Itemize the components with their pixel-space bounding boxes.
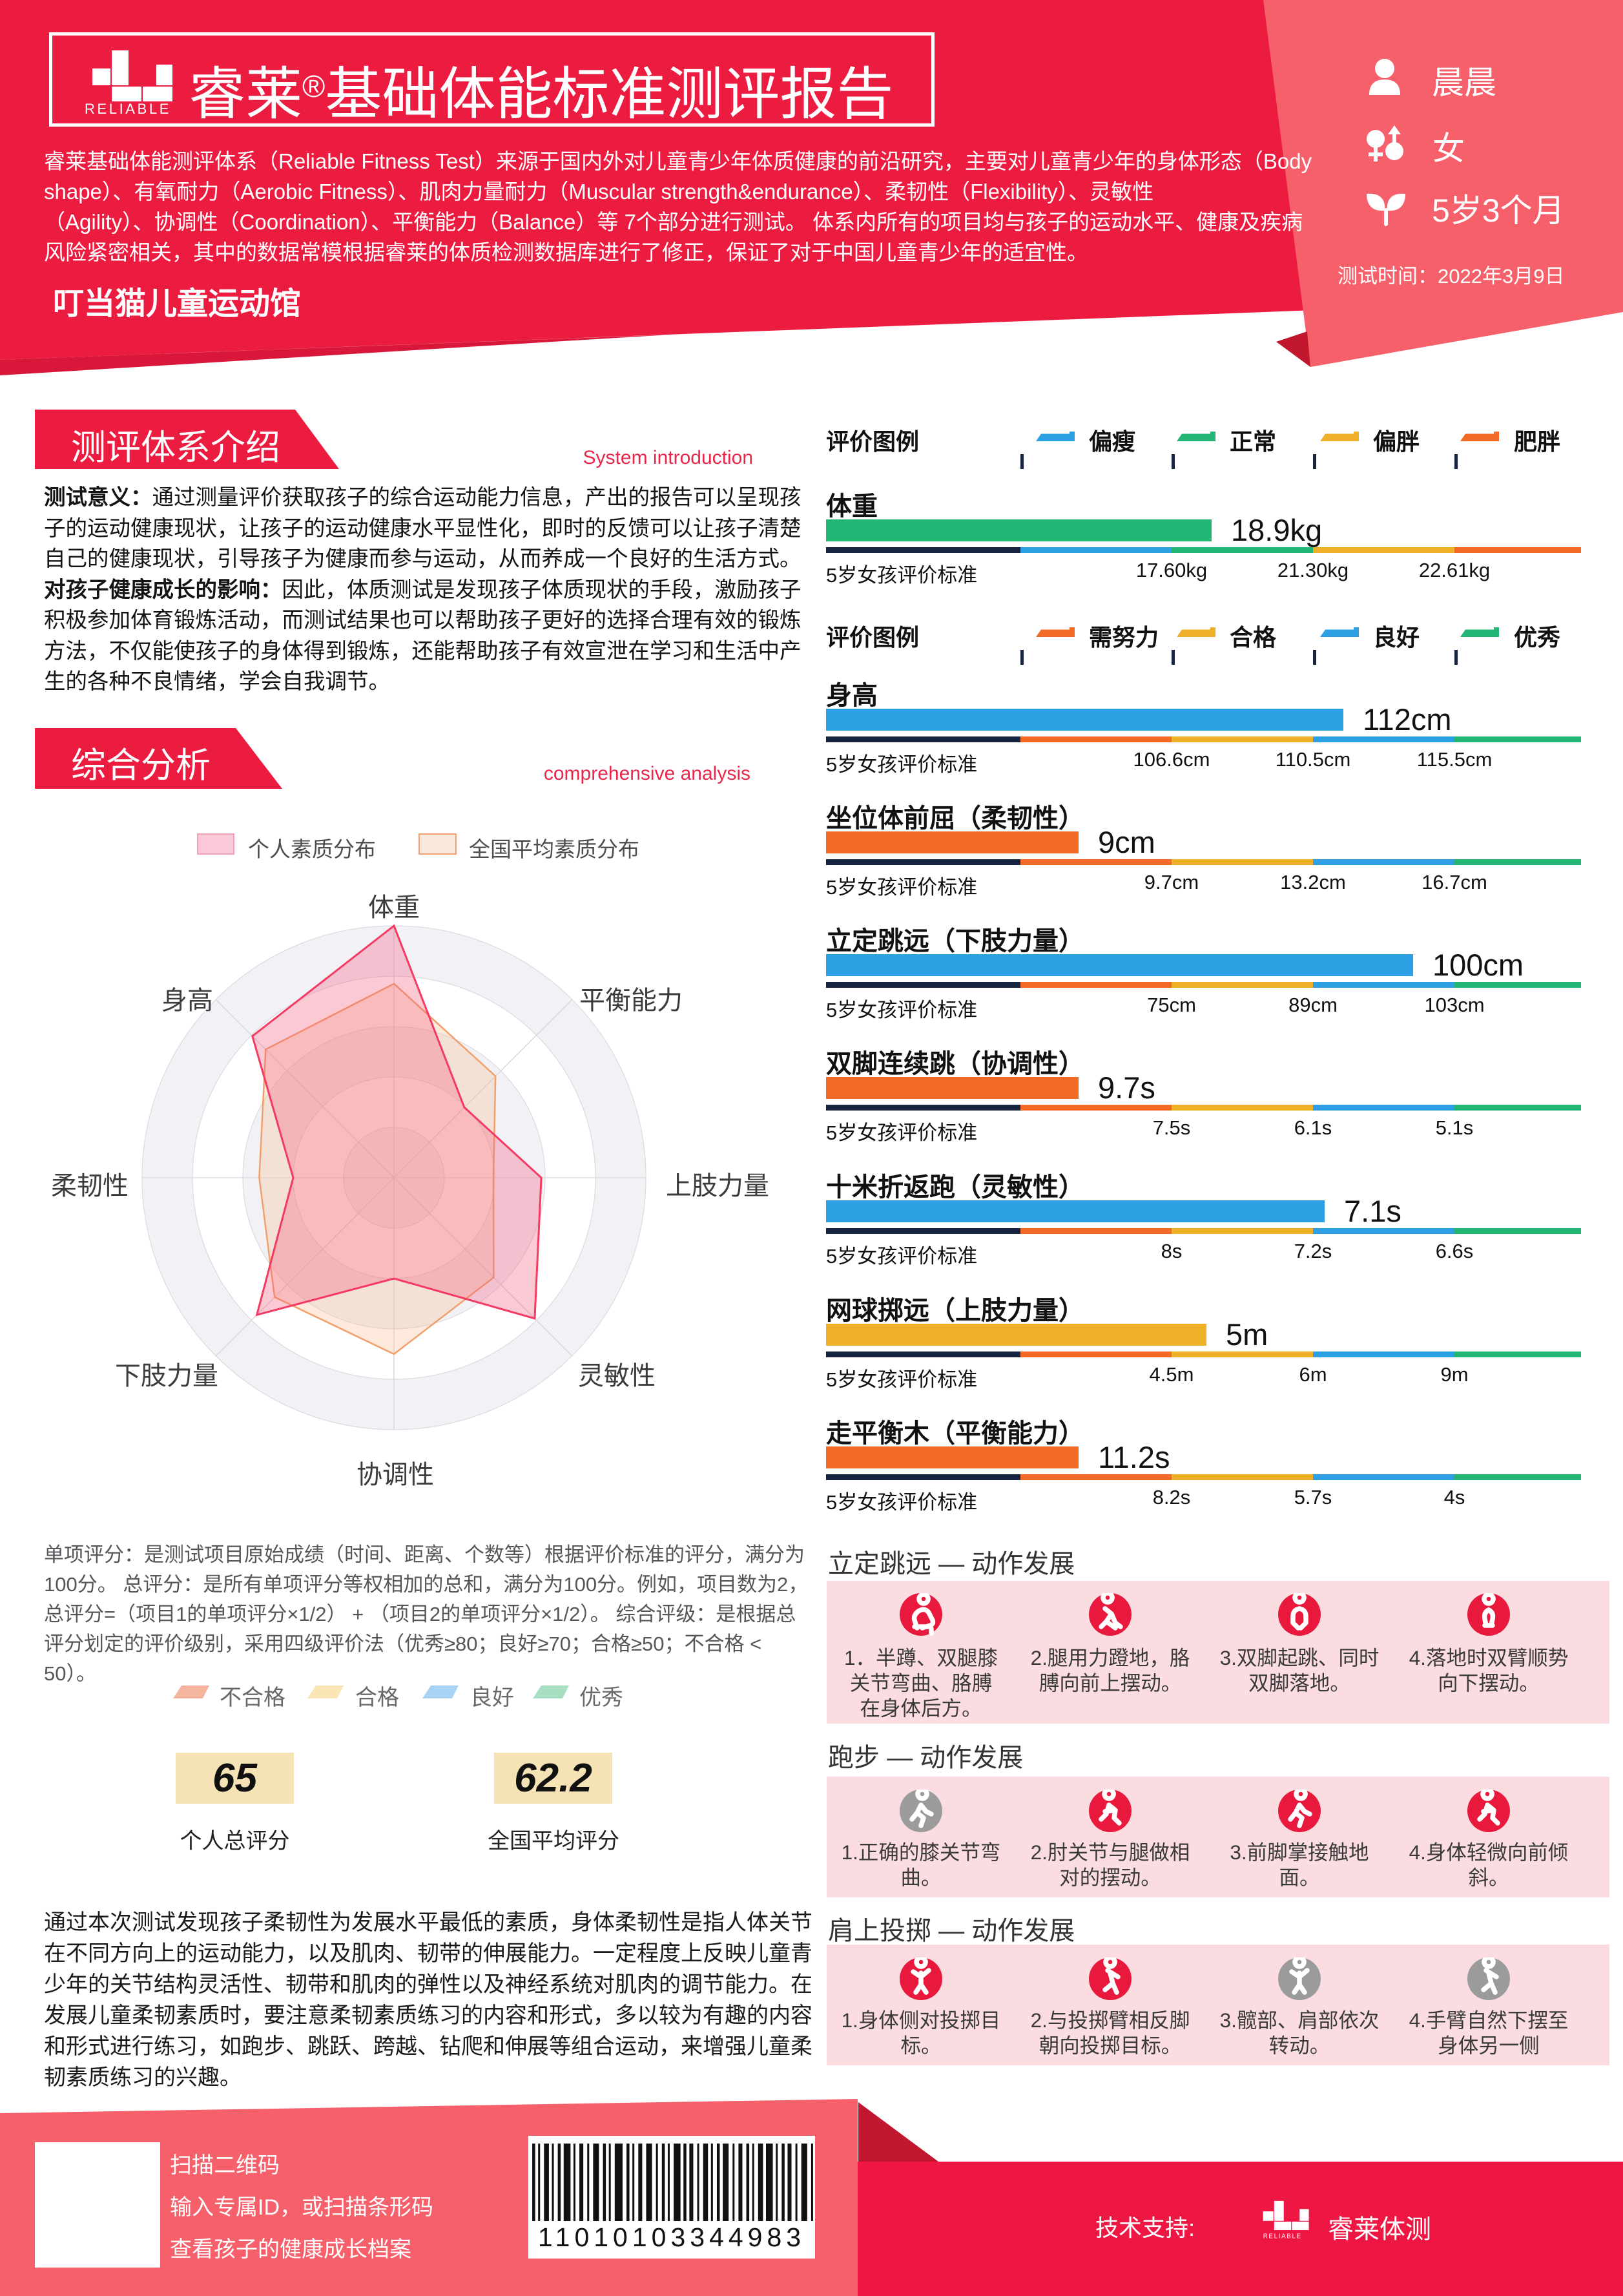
svg-text:RELIABLE: RELIABLE: [1263, 2233, 1302, 2240]
